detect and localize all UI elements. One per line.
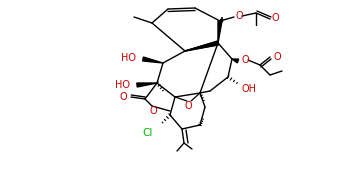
Polygon shape bbox=[143, 57, 163, 63]
Polygon shape bbox=[137, 83, 157, 87]
Polygon shape bbox=[185, 41, 219, 51]
Text: OH: OH bbox=[242, 84, 257, 94]
Text: O: O bbox=[236, 11, 244, 21]
Text: •: • bbox=[220, 16, 224, 22]
Polygon shape bbox=[185, 41, 219, 51]
Text: O: O bbox=[149, 106, 157, 116]
Text: HO: HO bbox=[115, 80, 130, 90]
Text: O: O bbox=[184, 101, 192, 111]
Polygon shape bbox=[218, 21, 222, 43]
Text: HO: HO bbox=[121, 53, 136, 63]
Text: O: O bbox=[273, 52, 281, 62]
Polygon shape bbox=[232, 59, 238, 63]
Text: O: O bbox=[272, 13, 280, 23]
Text: O: O bbox=[119, 92, 127, 102]
Text: O: O bbox=[241, 55, 249, 65]
Text: Cl: Cl bbox=[143, 128, 153, 138]
